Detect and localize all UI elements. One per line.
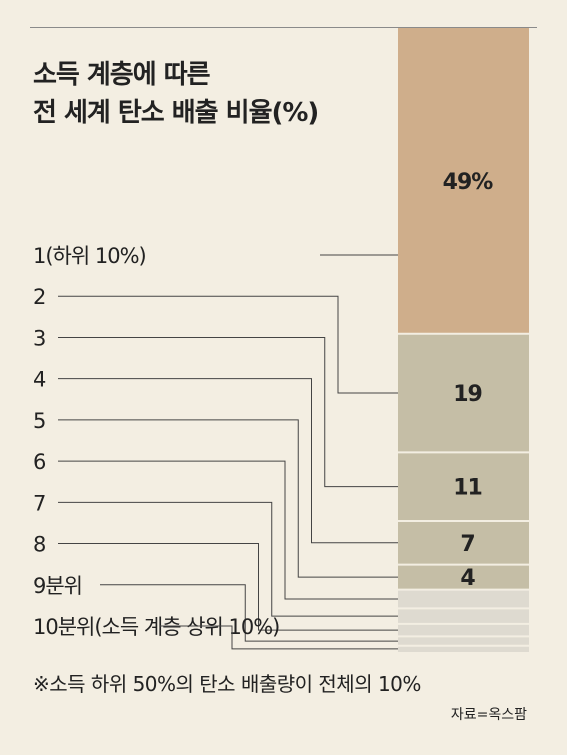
category-label-8: 3 [33, 326, 45, 350]
bar-segment-7 [398, 520, 529, 565]
value-label-10: 49% [443, 170, 494, 195]
leader-line-3 [58, 543, 398, 631]
bar-segment-9 [398, 333, 529, 453]
leader-line-5 [58, 460, 398, 600]
category-label-10: 1(하위 10%) [33, 244, 146, 268]
value-label-6: 4 [460, 566, 475, 591]
category-label-5: 6 [33, 450, 46, 474]
category-label-2: 9분위 [33, 574, 82, 598]
category-label-4: 7 [33, 491, 45, 515]
chart-title-line2: 전 세계 탄소 배출 비율(%) [33, 98, 319, 128]
category-label-1: 10분위(소득 계층 상위 10%) [33, 615, 279, 639]
bar-segment-3 [398, 623, 529, 637]
chart-footnote: ※소득 하위 50%의 탄소 배출량이 전체의 10% [33, 672, 421, 696]
leader-line-4 [58, 501, 398, 617]
top-rule [30, 27, 537, 28]
category-label-3: 8 [33, 533, 45, 557]
category-label-7: 4 [33, 368, 46, 392]
bar-segment-8 [398, 452, 529, 521]
value-label-9: 19 [453, 382, 482, 407]
bar-segment-1 [398, 645, 529, 652]
value-label-7: 7 [460, 532, 474, 557]
chart-title-line1: 소득 계층에 따른 [33, 60, 211, 90]
leader-line-7 [58, 378, 398, 544]
value-label-8: 11 [453, 476, 482, 501]
bar-segment-10 [398, 28, 529, 334]
leader-line-8 [58, 336, 398, 488]
leader-line-1 [160, 625, 398, 650]
chart-source: 자료=옥스팜 [450, 707, 527, 723]
category-label-9: 2 [33, 285, 45, 309]
category-label-6: 5 [33, 409, 45, 433]
bar-segment-5 [398, 589, 529, 609]
leader-line-9 [58, 295, 398, 394]
bar-segment-4 [398, 608, 529, 624]
leader-line-2 [100, 584, 398, 642]
bar-segment-6 [398, 564, 529, 590]
leader-line-6 [58, 419, 398, 578]
bar-segment-2 [398, 636, 529, 646]
